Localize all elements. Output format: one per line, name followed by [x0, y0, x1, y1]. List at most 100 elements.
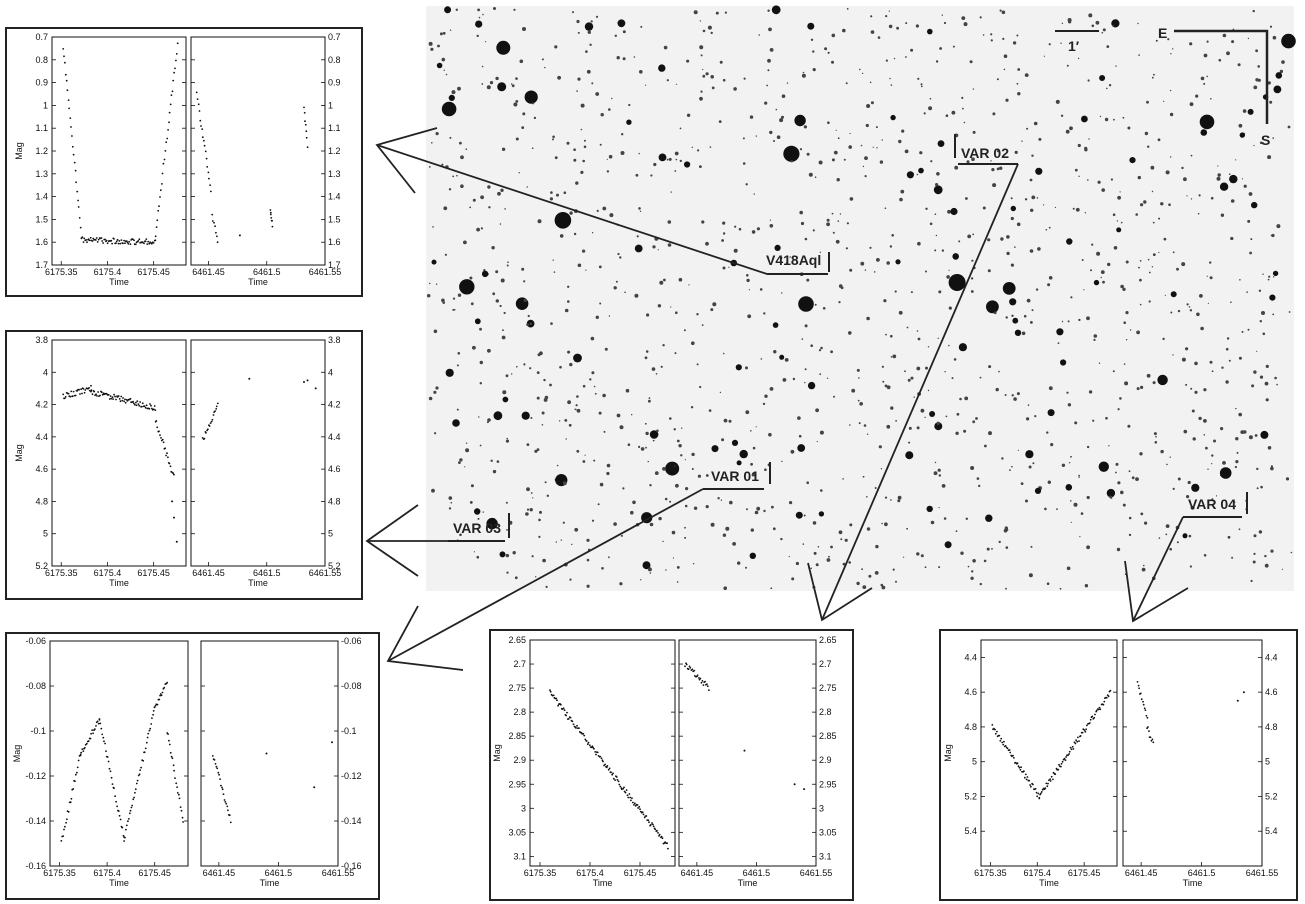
star — [1097, 180, 1101, 184]
data-point — [1023, 776, 1026, 779]
star — [722, 533, 727, 537]
data-point — [603, 764, 605, 767]
star — [884, 384, 888, 388]
star — [667, 243, 672, 247]
data-point — [101, 393, 104, 396]
star — [542, 558, 546, 563]
star — [920, 408, 925, 413]
star — [1030, 208, 1034, 212]
data-point — [88, 386, 90, 389]
data-point — [624, 791, 627, 794]
data-point — [75, 181, 77, 184]
x-axis-label: Time — [260, 878, 280, 888]
star — [448, 188, 452, 191]
data-point — [72, 153, 75, 156]
label-var04: VAR 04 — [1183, 492, 1248, 518]
star — [1253, 144, 1255, 147]
data-point — [706, 685, 709, 688]
data-point — [1083, 729, 1086, 731]
star — [1012, 317, 1019, 324]
star — [1001, 10, 1006, 15]
star — [935, 183, 939, 187]
data-point — [211, 755, 214, 757]
data-point — [1152, 741, 1155, 744]
star — [900, 189, 905, 194]
data-point — [176, 42, 179, 45]
data-point — [94, 728, 96, 731]
star — [585, 50, 588, 53]
data-points — [195, 91, 309, 244]
star — [745, 183, 748, 186]
data-point — [658, 833, 661, 836]
star — [1158, 251, 1160, 254]
star — [1251, 384, 1255, 388]
data-point — [623, 786, 625, 789]
star — [1190, 154, 1193, 157]
star — [1287, 125, 1291, 129]
star — [918, 167, 924, 174]
data-point — [170, 755, 173, 758]
star — [552, 135, 555, 139]
star — [571, 543, 573, 546]
star — [786, 82, 789, 84]
star — [1099, 115, 1102, 118]
star — [660, 365, 663, 368]
star — [669, 417, 672, 420]
data-point — [174, 67, 176, 70]
star — [951, 377, 954, 380]
star — [1140, 512, 1144, 516]
x-tick-label: 6175.45 — [624, 868, 657, 878]
y-tick-label: 1.3 — [35, 169, 48, 179]
data-point — [99, 722, 102, 725]
star — [562, 481, 567, 486]
data-point — [97, 391, 99, 393]
star — [642, 561, 651, 570]
star — [719, 391, 722, 394]
y-tick-label-right: 2.7 — [819, 659, 832, 669]
data-point — [1076, 740, 1079, 743]
data-point — [73, 161, 76, 164]
y-tick-label: 5.2 — [964, 791, 977, 801]
data-point — [77, 759, 80, 762]
star — [758, 34, 760, 36]
star — [515, 297, 529, 311]
star — [858, 422, 861, 425]
star — [885, 15, 888, 18]
data-point — [633, 802, 636, 805]
data-point — [602, 760, 604, 763]
star — [732, 542, 736, 546]
star — [1070, 296, 1073, 299]
data-point — [109, 770, 112, 773]
data-point — [195, 91, 198, 94]
star — [748, 289, 751, 291]
star — [1252, 9, 1255, 13]
star — [648, 399, 651, 403]
star — [622, 30, 626, 34]
y-tick-label: 5.2 — [35, 561, 48, 571]
compass: E S — [1158, 25, 1270, 148]
star — [990, 39, 993, 42]
y-tick-label: -0.12 — [25, 771, 46, 781]
y-tick-label: 3.8 — [35, 335, 48, 345]
star — [845, 82, 848, 85]
x-tick-label: 6175.4 — [576, 868, 604, 878]
star — [1276, 383, 1278, 386]
data-point — [113, 238, 115, 240]
data-point — [549, 689, 551, 692]
data-point — [215, 405, 218, 408]
star — [1250, 238, 1253, 241]
star — [729, 500, 733, 505]
star — [675, 83, 678, 85]
star — [725, 526, 730, 531]
star — [1117, 481, 1121, 485]
star — [1112, 24, 1115, 27]
data-point — [141, 402, 144, 405]
star — [884, 496, 888, 499]
data-point — [85, 239, 88, 241]
star — [591, 232, 594, 234]
data-point — [81, 236, 84, 239]
star — [444, 6, 452, 14]
star — [1137, 175, 1142, 180]
star — [1272, 270, 1279, 277]
star — [1153, 73, 1155, 76]
